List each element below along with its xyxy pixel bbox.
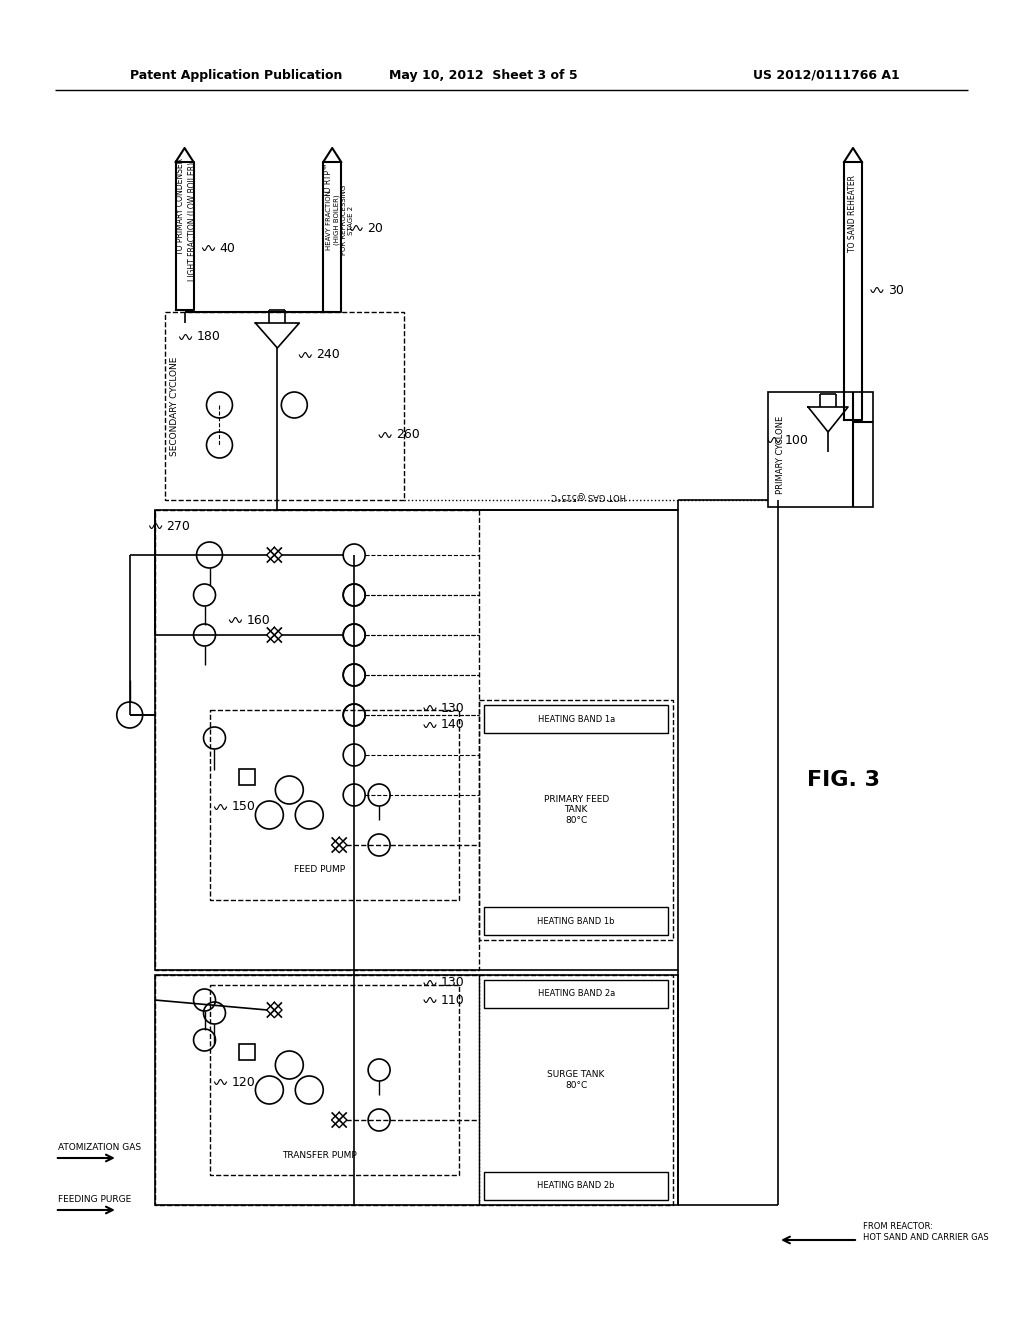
Bar — [155, 510, 679, 970]
Bar — [240, 770, 255, 785]
Text: 270: 270 — [167, 520, 190, 532]
Text: 40: 40 — [219, 242, 236, 255]
Bar — [155, 510, 479, 970]
Bar — [240, 1044, 255, 1060]
Text: SURGE TANK
80°C: SURGE TANK 80°C — [548, 1071, 605, 1090]
Text: HOT GAS @515°C: HOT GAS @515°C — [551, 491, 626, 500]
Bar — [768, 392, 872, 507]
Text: 110: 110 — [441, 994, 465, 1006]
Text: HEATING BAND 1b: HEATING BAND 1b — [538, 916, 614, 925]
Text: PRIMARY CYCLONE: PRIMARY CYCLONE — [775, 416, 784, 494]
Bar — [165, 312, 404, 500]
Text: HEATING BAND 2a: HEATING BAND 2a — [538, 990, 614, 998]
Text: 160: 160 — [247, 614, 270, 627]
Text: 130: 130 — [441, 701, 465, 714]
Bar — [155, 975, 679, 1205]
Text: 150: 150 — [231, 800, 255, 813]
Text: 120: 120 — [231, 1076, 255, 1089]
Text: 130: 130 — [441, 977, 465, 990]
Text: PRIMARY FEED
TANK
80°C: PRIMARY FEED TANK 80°C — [544, 795, 609, 825]
Text: ATOMIZATION GAS: ATOMIZATION GAS — [58, 1143, 141, 1152]
Text: 260: 260 — [396, 429, 420, 441]
Text: US 2012/0111766 A1: US 2012/0111766 A1 — [754, 69, 900, 82]
Text: 240: 240 — [316, 348, 340, 362]
Text: 140: 140 — [441, 718, 465, 731]
Text: TRANSFER PUMP: TRANSFER PUMP — [282, 1151, 356, 1159]
Text: TO SAND REHEATER: TO SAND REHEATER — [849, 176, 857, 252]
Text: 180: 180 — [197, 330, 220, 343]
Text: FROM REACTOR:
HOT SAND AND CARRIER GAS: FROM REACTOR: HOT SAND AND CARRIER GAS — [863, 1222, 988, 1242]
Bar — [479, 975, 674, 1205]
Bar — [484, 705, 669, 733]
Text: TO RTP™: TO RTP™ — [324, 162, 333, 197]
Text: Patent Application Publication: Patent Application Publication — [130, 69, 342, 82]
Text: HEATING BAND 1a: HEATING BAND 1a — [538, 714, 614, 723]
Text: May 10, 2012  Sheet 3 of 5: May 10, 2012 Sheet 3 of 5 — [389, 69, 578, 82]
Bar — [479, 700, 674, 940]
Text: 20: 20 — [368, 222, 383, 235]
Text: FEED PUMP: FEED PUMP — [294, 866, 345, 874]
Text: TO PRIMARY CONDENSER: TO PRIMARY CONDENSER — [176, 158, 185, 255]
Bar — [484, 979, 669, 1008]
Text: LIGHT FRACTION (LOW BOILER): LIGHT FRACTION (LOW BOILER) — [188, 162, 197, 281]
Bar — [155, 975, 479, 1205]
Text: 100: 100 — [785, 433, 809, 446]
Bar — [484, 907, 669, 935]
Text: HEATING BAND 2b: HEATING BAND 2b — [538, 1181, 614, 1191]
Text: HEAVY FRACTION
(HIGH BOILER)
FOR REPROCESSING
STAGE 2: HEAVY FRACTION (HIGH BOILER) FOR REPROCE… — [327, 185, 354, 255]
Text: SECONDARY CYCLONE: SECONDARY CYCLONE — [170, 356, 179, 455]
Text: 30: 30 — [888, 284, 904, 297]
Text: FEEDING PURGE: FEEDING PURGE — [58, 1196, 131, 1204]
Bar — [484, 1172, 669, 1200]
Text: FIG. 3: FIG. 3 — [807, 770, 880, 789]
Bar — [210, 710, 459, 900]
Bar — [210, 985, 459, 1175]
